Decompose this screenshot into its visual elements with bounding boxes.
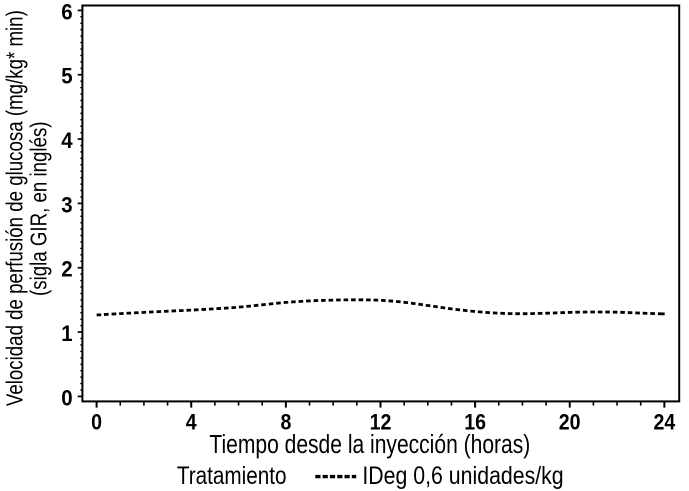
svg-text:IDeg 0,6 unidades/kg: IDeg 0,6 unidades/kg [362,462,563,490]
svg-text:4: 4 [186,410,197,434]
svg-text:0: 0 [91,410,102,434]
svg-text:Tratamiento: Tratamiento [177,461,287,489]
svg-text:3: 3 [61,193,73,218]
svg-text:6: 6 [61,0,73,24]
svg-text:(sigla GIR, en inglés): (sigla GIR, en inglés) [27,121,52,296]
svg-text:5: 5 [61,64,73,89]
svg-text:2: 2 [61,257,72,282]
svg-text:8: 8 [280,410,291,434]
svg-text:1: 1 [61,321,73,346]
svg-text:20: 20 [559,410,581,434]
svg-text:16: 16 [464,410,486,434]
svg-text:24: 24 [654,410,676,434]
svg-text:Velocidad de perfusión de gluc: Velocidad de perfusión de glucosa (mg/kg… [3,10,28,406]
svg-text:4: 4 [61,128,73,153]
svg-text:12: 12 [370,410,392,434]
svg-text:0: 0 [61,386,72,411]
svg-text:Tiempo desde la inyección (hor: Tiempo desde la inyección (horas) [209,431,530,460]
